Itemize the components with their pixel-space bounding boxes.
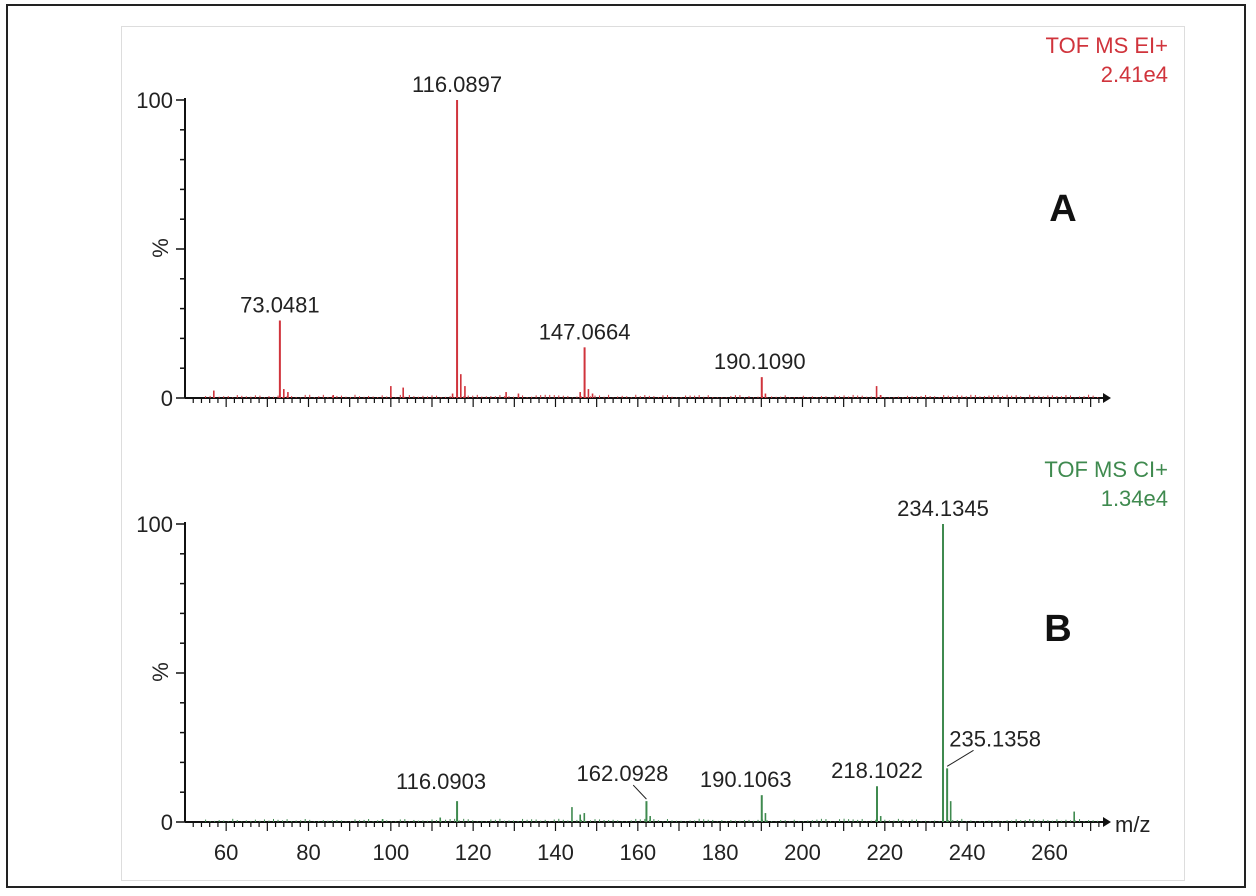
- panel-b-label: B: [1044, 608, 1071, 650]
- x-tick-label: 180: [702, 840, 739, 865]
- peak-label: 234.1345: [897, 496, 989, 521]
- panel-a-ytick-0: 0: [161, 386, 173, 411]
- peak-label: 116.0903: [396, 769, 486, 794]
- plot-area-border: [121, 26, 1185, 881]
- x-tick-label: 60: [214, 840, 238, 865]
- panel-b-header-line2: 1.34e4: [1101, 486, 1168, 511]
- panel-b-ytick-100: 100: [136, 512, 173, 537]
- x-tick-label: 260: [1031, 840, 1068, 865]
- x-tick-label: 100: [372, 840, 409, 865]
- panel-b-xlabel: m/z: [1115, 812, 1150, 837]
- peak-label: 190.1090: [714, 349, 806, 374]
- x-tick-label: 200: [784, 840, 821, 865]
- figure-frame: [6, 4, 1246, 888]
- panel-a-header-line1: TOF MS EI+: [1046, 33, 1168, 58]
- peak-label: 190.1063: [700, 767, 792, 792]
- panel-b-spectrum: 60 80 100 120 140 160 180 200 220 240 260 116.0903 1…: [176, 496, 1111, 865]
- x-axis-arrow: [1103, 393, 1111, 403]
- panel-b-ytick-0: 0: [161, 810, 173, 835]
- panel-b-header-line1: TOF MS CI+: [1044, 457, 1168, 482]
- panel-a-label: A: [1049, 188, 1076, 230]
- panel-a-ylabel: %: [148, 238, 173, 258]
- peak-label-leader: [632, 784, 647, 800]
- peak-label: 147.0664: [539, 319, 631, 344]
- panel-a-header-line2: 2.41e4: [1101, 62, 1168, 87]
- x-tick-label: 140: [537, 840, 574, 865]
- x-axis-arrow: [1103, 817, 1111, 827]
- peak-label: 116.0897: [412, 72, 502, 97]
- peak-label-leader: [946, 749, 974, 767]
- x-tick-label: 80: [296, 840, 320, 865]
- x-tick-label: 240: [949, 840, 986, 865]
- peak-label: 73.0481: [240, 293, 320, 318]
- peak-label: 235.1358: [949, 726, 1041, 751]
- x-tick-label: 120: [455, 840, 492, 865]
- panel-b-ylabel: %: [148, 662, 173, 682]
- peak-label: 218.1022: [831, 758, 923, 783]
- peak-label: 162.0928: [577, 761, 669, 786]
- x-tick-label: 220: [866, 840, 903, 865]
- panel-a-ytick-100: 100: [136, 88, 173, 113]
- x-tick-label: 160: [619, 840, 656, 865]
- panel-a-spectrum: 73.0481 116.0897 147.0664 190.1090: [176, 72, 1111, 407]
